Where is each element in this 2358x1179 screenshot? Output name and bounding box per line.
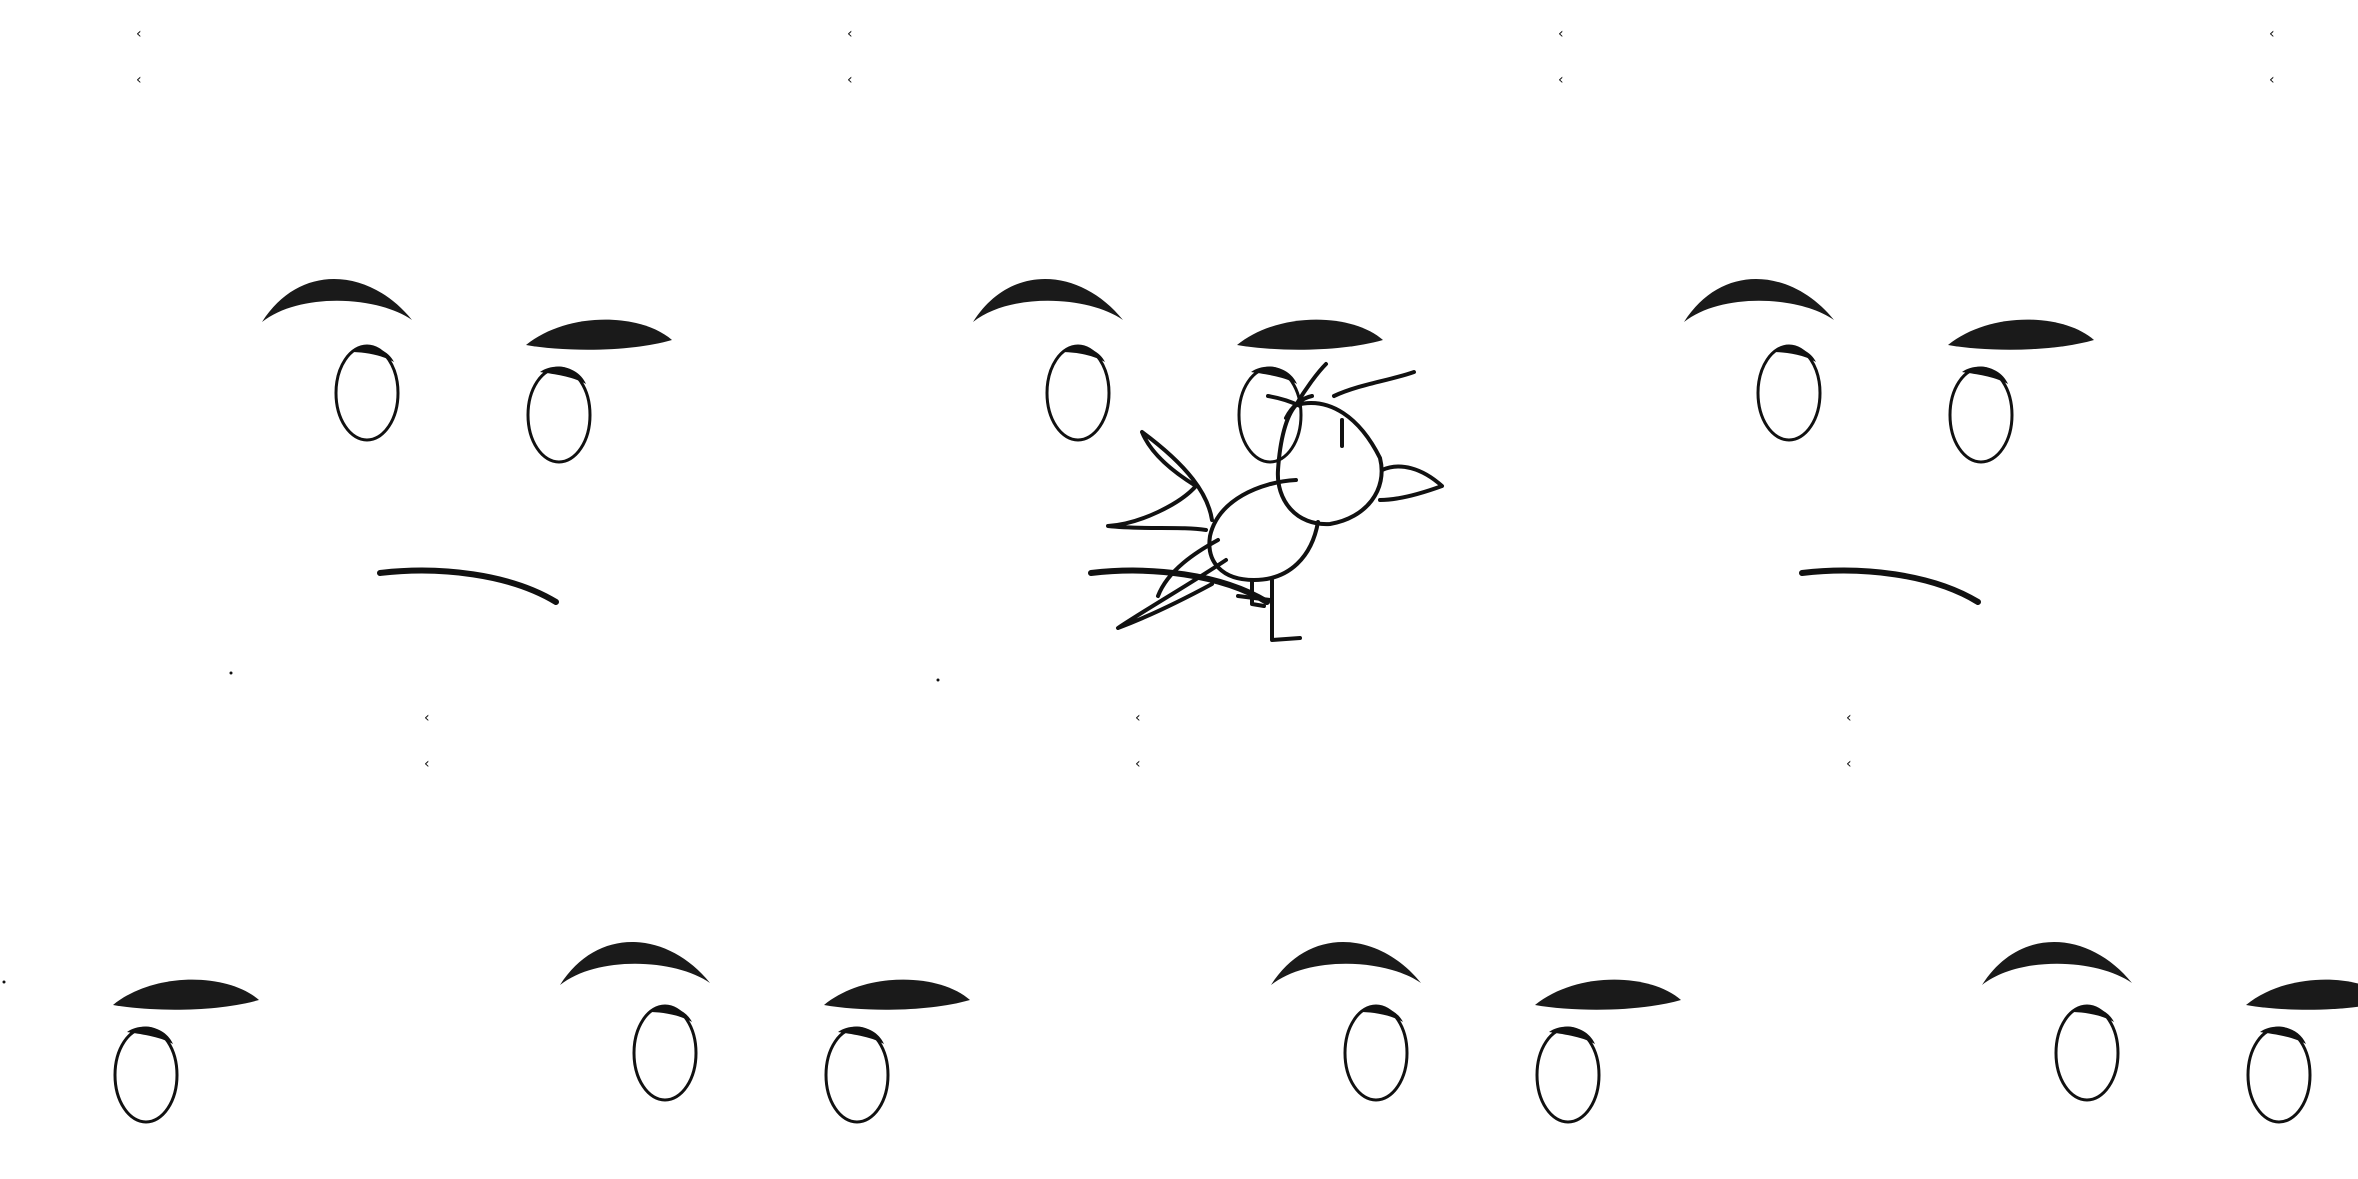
bird-scribble (1106, 362, 1444, 642)
face-tile-upper-1 (136, 26, 672, 602)
speck (936, 678, 940, 682)
speck (229, 671, 233, 675)
face-tile-upper-2 (847, 26, 1383, 602)
face-tile-lower-0 (0, 708, 261, 1124)
speck (2, 980, 6, 984)
face-tile-lower-1 (422, 708, 972, 1124)
face-tile-lower-3 (1844, 708, 2358, 1124)
face-tile-upper-3 (1558, 26, 2094, 602)
face-tile-upper-4 (2269, 26, 2358, 602)
face-tile-lower-2 (1133, 708, 1683, 1124)
